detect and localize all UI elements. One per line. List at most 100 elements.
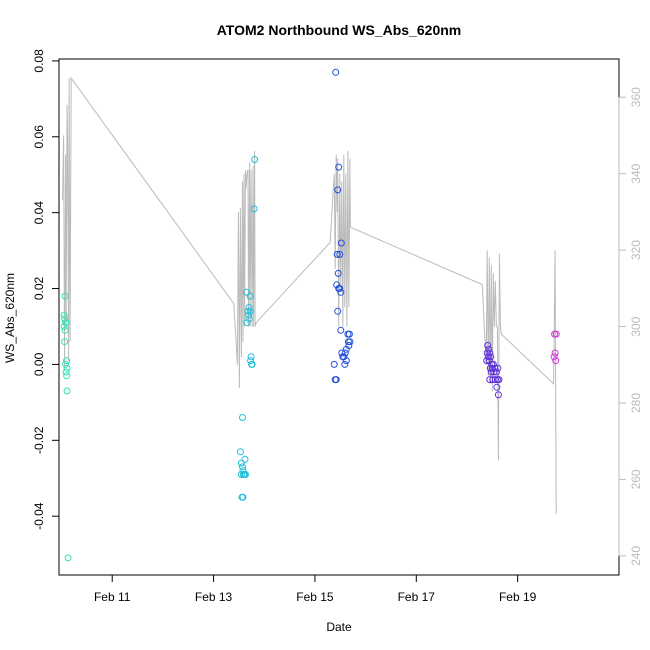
right-y-tick-label: 260 (629, 469, 643, 489)
data-point (333, 250, 341, 258)
x-tick-label: Feb 11 (94, 590, 131, 604)
data-point (62, 360, 70, 368)
y-tick-label: 0.08 (32, 49, 46, 73)
data-point (248, 360, 256, 368)
data-point (243, 319, 251, 327)
data-point (334, 307, 342, 315)
right-y-tick-label: 240 (629, 546, 643, 566)
point-series-layer (60, 68, 560, 562)
data-point (342, 357, 350, 365)
data-point (245, 311, 252, 319)
data-point (332, 68, 340, 76)
data-point (63, 387, 71, 395)
point-group-2 (236, 156, 259, 501)
secondary-line-series (62, 76, 557, 514)
data-point (60, 323, 68, 330)
point-group-5 (550, 330, 560, 365)
x-tick-label: Feb 15 (296, 590, 334, 604)
right-y-tick-label: 320 (629, 240, 643, 260)
data-point (338, 349, 346, 357)
x-axis-label: Date (326, 620, 352, 634)
data-point (346, 338, 354, 346)
line-series-layer (62, 76, 557, 514)
data-point (247, 357, 255, 365)
data-point (337, 239, 345, 247)
data-point (239, 493, 247, 501)
data-point (61, 326, 69, 334)
y-tick-label: 0.00 (32, 352, 46, 376)
data-point (492, 368, 500, 376)
data-point (494, 391, 502, 399)
data-point (245, 315, 253, 323)
y-tick-label: 0.02 (32, 276, 46, 300)
data-point (60, 311, 68, 319)
data-point (251, 156, 259, 163)
y-tick-label: -0.04 (32, 502, 46, 530)
data-point (336, 285, 344, 292)
data-point (237, 471, 245, 478)
data-point (242, 471, 249, 478)
y-tick-label: 0.04 (32, 201, 46, 225)
right-y-axis: 240 260 280 300 320 340 360 (618, 87, 643, 566)
y-axis-label: WS_Abs_620nm (3, 273, 17, 363)
data-point (63, 357, 71, 365)
data-point (246, 292, 254, 300)
data-point (237, 459, 245, 467)
data-point (483, 349, 491, 357)
data-point (341, 349, 349, 357)
data-point (345, 342, 353, 349)
data-point (245, 304, 253, 311)
data-point (345, 330, 353, 338)
data-point (495, 376, 503, 384)
data-point (63, 372, 71, 380)
y-axis: -0.04 -0.02 0.00 0.02 0.04 0.06 0.08 (32, 49, 60, 530)
data-point (64, 554, 72, 562)
right-y-tick-label: 300 (629, 316, 643, 336)
data-point (484, 342, 492, 349)
data-point (63, 364, 71, 372)
data-point (62, 319, 70, 327)
y-tick-label: 0.06 (32, 125, 46, 149)
data-point (552, 330, 560, 338)
point-group-1 (60, 292, 72, 562)
data-point (61, 292, 69, 300)
data-point (336, 250, 344, 258)
chart-title: ATOM2 Northbound WS_Abs_620nm (217, 22, 462, 38)
data-point (243, 288, 250, 296)
data-point (246, 307, 254, 315)
data-point (484, 353, 492, 361)
data-point (550, 353, 558, 361)
data-point (337, 288, 345, 296)
point-group-4 (483, 342, 503, 399)
data-point (250, 205, 258, 213)
data-point (239, 414, 246, 421)
data-point (61, 315, 69, 323)
data-point (486, 349, 494, 357)
data-point (490, 368, 498, 376)
data-point (487, 368, 495, 376)
point-group-3 (330, 68, 354, 384)
data-point (241, 455, 249, 463)
right-y-tick-label: 340 (629, 163, 643, 183)
data-point (334, 186, 342, 194)
data-point (335, 163, 343, 171)
data-point (485, 345, 493, 353)
data-point (341, 360, 349, 368)
data-point (483, 357, 491, 365)
x-tick-label: Feb 17 (398, 590, 436, 604)
data-point (491, 376, 499, 384)
data-point (239, 463, 246, 471)
y-tick-label: -0.02 (32, 426, 46, 454)
data-point (61, 338, 69, 346)
data-point (337, 326, 345, 334)
data-point (330, 360, 338, 368)
data-point (491, 364, 499, 372)
data-point (486, 364, 494, 372)
x-tick-label: Feb 13 (195, 590, 233, 604)
data-point (494, 364, 502, 372)
right-y-tick-label: 280 (629, 393, 643, 413)
x-tick-label: Feb 19 (499, 590, 537, 604)
data-point (236, 448, 244, 456)
